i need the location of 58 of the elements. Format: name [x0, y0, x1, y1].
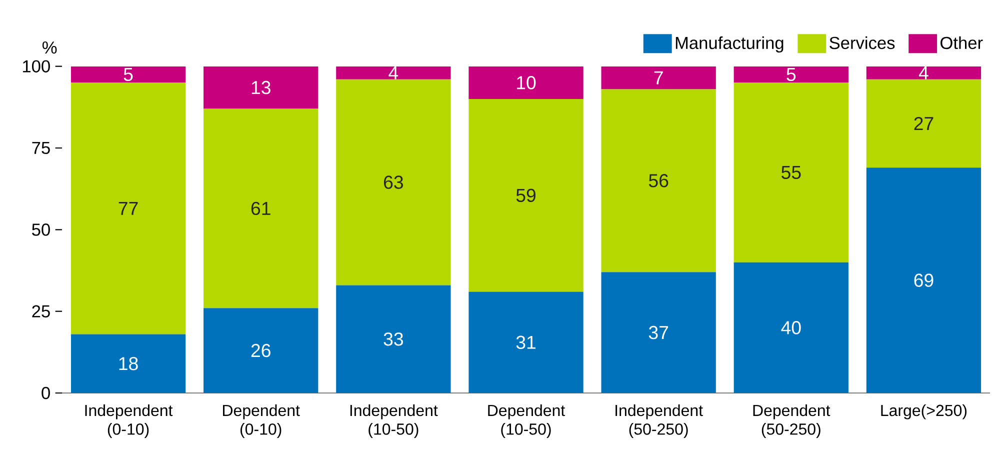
- x-tick-label: Dependent (10-50): [488, 404, 566, 438]
- y-axis-title: %: [42, 41, 57, 54]
- y-tick-label: 0: [42, 386, 50, 400]
- data-label: 26: [251, 344, 270, 358]
- data-label: 59: [516, 188, 536, 202]
- bar: [601, 89, 716, 272]
- bar: [70, 334, 186, 393]
- bar: [734, 82, 848, 262]
- data-label: 5: [124, 68, 133, 82]
- bar: [468, 99, 584, 292]
- x-tick-label: Independent (0-10): [85, 404, 173, 438]
- bar: [204, 108, 318, 308]
- data-label: 4: [918, 66, 928, 80]
- bar: [468, 292, 584, 393]
- x-tick-label: Dependent (0-10): [223, 404, 300, 438]
- legend-label: Manufacturing: [676, 36, 784, 53]
- bar: [336, 79, 451, 286]
- data-label: 31: [516, 336, 536, 349]
- data-label: 5: [786, 68, 796, 82]
- y-tick-label: 75: [32, 142, 50, 154]
- bar: [734, 262, 848, 393]
- data-label: 77: [118, 202, 138, 215]
- data-label: 7: [654, 71, 663, 84]
- data-label: 13: [252, 80, 270, 94]
- bar: [70, 82, 186, 334]
- bar: [601, 272, 716, 393]
- data-label: 56: [648, 174, 668, 188]
- data-label: 18: [119, 356, 138, 370]
- bar: [866, 66, 982, 80]
- x-tick-label: Independent (10-50): [350, 404, 438, 438]
- bar: [336, 66, 451, 80]
- bar: [601, 66, 716, 90]
- legend-label: Other: [940, 36, 983, 50]
- x-tick-label: Dependent (50-250): [753, 404, 830, 438]
- data-label: 27: [914, 116, 934, 130]
- bar: [336, 285, 451, 393]
- y-tick-label: 25: [32, 305, 50, 318]
- bar: [866, 168, 982, 393]
- data-label: 40: [781, 321, 801, 334]
- bar: [204, 308, 318, 393]
- y-tick-label: 100: [23, 60, 50, 72]
- legend-label: Services: [830, 36, 895, 50]
- data-label: 37: [648, 326, 668, 340]
- x-tick-label: Independent (50-250): [616, 404, 703, 438]
- bar: [734, 66, 848, 83]
- x-tick-label: Large(>250): [881, 404, 967, 420]
- data-label: 63: [384, 176, 403, 189]
- data-label: 55: [782, 166, 801, 180]
- data-label: 33: [384, 332, 403, 346]
- bar: [70, 66, 186, 83]
- data-label: 10: [517, 76, 536, 90]
- bar: [204, 66, 318, 109]
- data-label: 69: [914, 274, 934, 287]
- bar: [468, 66, 584, 99]
- data-label: 4: [388, 66, 398, 80]
- y-tick-label: 50: [32, 224, 50, 236]
- data-label: 61: [251, 202, 270, 216]
- bar: [866, 79, 982, 168]
